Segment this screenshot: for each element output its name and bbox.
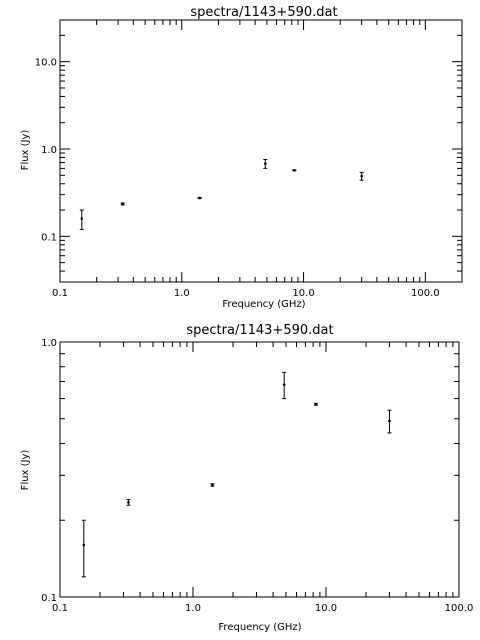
x-tick-label: 1.0	[174, 288, 190, 299]
x-tick-label: 10.0	[315, 603, 337, 614]
chart-title: spectra/1143+590.dat	[186, 323, 333, 338]
data-point	[80, 217, 84, 220]
x-tick-label: 1.0	[185, 603, 201, 614]
x-axis-label: Frequency (GHz)	[218, 622, 301, 633]
y-tick-label: 1.0	[41, 145, 57, 156]
x-tick-label: 100.0	[411, 288, 440, 299]
data-point	[360, 174, 363, 178]
y-axis-label: Flux (Jy)	[20, 130, 31, 171]
data-point	[211, 483, 214, 487]
chart-title: spectra/1143+590.dat	[190, 5, 337, 20]
data-point	[127, 501, 130, 504]
y-tick-label: 10.0	[35, 58, 57, 69]
plot-frame	[59, 341, 460, 598]
x-tick-label: 100.0	[445, 603, 474, 614]
x-tick-label: 0.1	[52, 603, 68, 614]
data-point	[82, 543, 86, 547]
data-point	[314, 402, 318, 406]
y-tick-label: 1.0	[41, 338, 57, 349]
data-point	[388, 419, 391, 423]
chart-top: spectra/1143+590.dat Frequency (GHz) Flu…	[20, 5, 463, 310]
y-tick-label: 0.1	[41, 232, 57, 243]
data-point	[293, 169, 296, 172]
y-tick-label: 0.1	[41, 593, 57, 604]
y-axis-label: Flux (Jy)	[20, 450, 31, 491]
data-point	[263, 162, 267, 165]
data-point	[282, 383, 286, 387]
chart-bottom: spectra/1143+590.dat Frequency (GHz) Flu…	[20, 323, 473, 633]
x-tick-label: 10.0	[292, 288, 314, 299]
data-point	[121, 202, 124, 206]
data-point	[198, 196, 201, 200]
plot-frame	[59, 19, 463, 283]
x-axis-label: Frequency (GHz)	[222, 299, 305, 310]
x-tick-label: 0.1	[52, 288, 68, 299]
